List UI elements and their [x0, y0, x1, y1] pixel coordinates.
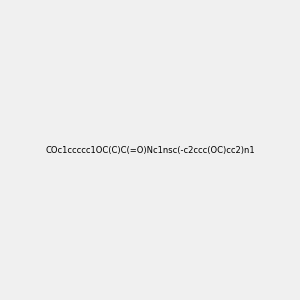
Text: COc1ccccc1OC(C)C(=O)Nc1nsc(-c2ccc(OC)cc2)n1: COc1ccccc1OC(C)C(=O)Nc1nsc(-c2ccc(OC)cc2… — [45, 146, 255, 154]
